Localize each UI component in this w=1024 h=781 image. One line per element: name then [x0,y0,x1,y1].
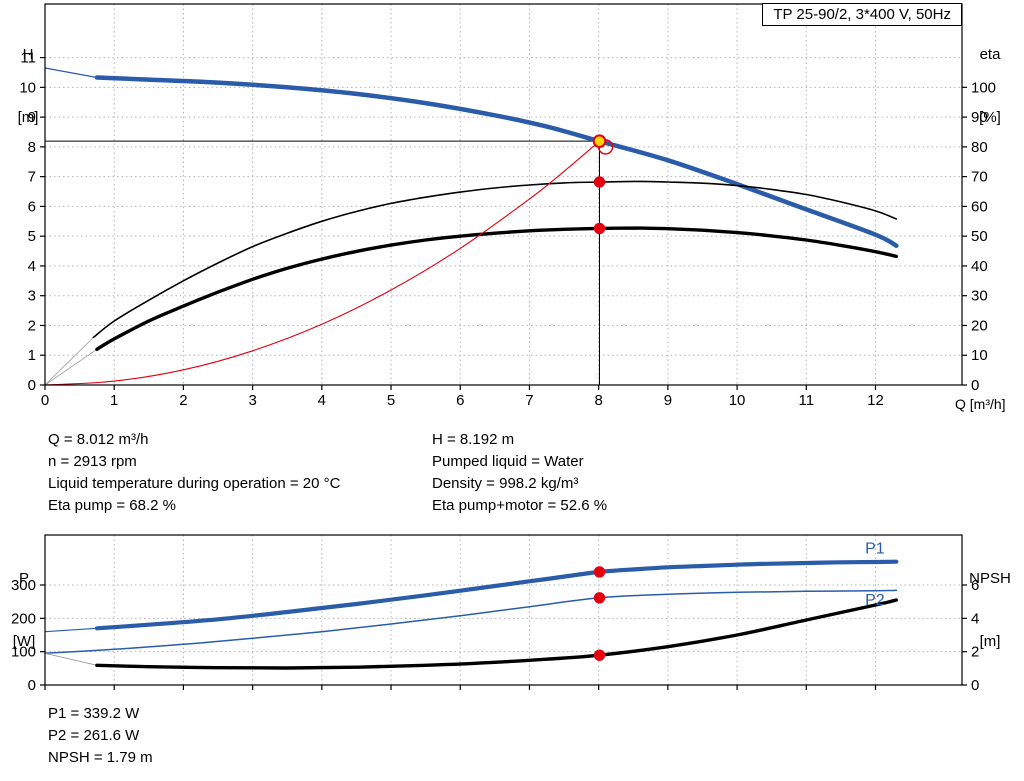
p2-label: P2 [865,592,885,609]
eta-axis-title: eta [%] [968,2,1012,170]
h-axis-unit: [m] [17,109,39,126]
tick-label: 4 [28,258,36,275]
p2-point [593,592,606,604]
tick-label: 8 [594,392,602,409]
tick-label: 7 [28,169,36,186]
eta-pump-point [593,176,606,188]
tick-label: 11 [20,50,36,67]
tick-label: 3 [28,288,36,305]
p2-curve [44,589,898,655]
npsh-point [593,649,606,661]
info-line: Eta pump = 68.2 % [48,497,176,514]
qh-curve [94,75,899,248]
tick-label: 200 [11,610,36,627]
tick-label: 20 [971,317,988,334]
tick-label: 6 [456,392,464,409]
eta-pump-lead [44,337,94,386]
h-axis-symbol: H [22,46,34,63]
tick-label: 4 [971,610,979,627]
info-line: H = 8.192 m [432,431,515,448]
tick-label: 5 [28,228,36,245]
power-npsh-chart[interactable]: P1 P2 0 100 200 300 0 2 4 6 [0,525,1024,700]
npsh-curve [95,598,898,670]
tick-label: 0 [28,677,36,694]
info-line: n = 2913 rpm [48,453,137,470]
info-line: Density = 998.2 kg/m³ [432,475,579,492]
power-info: P1 = 339.2 W P2 = 261.6 W NPSH = 1.79 m [48,703,153,769]
info-line: Eta pump+motor = 52.6 % [432,497,608,514]
p-axis-unit: [W] [12,633,36,650]
tick-label: 1 [28,347,36,364]
tick-label: 2 [971,644,979,661]
tick-label: 50 [971,228,988,245]
tick-label: 90 [971,109,988,126]
p1-point [593,566,606,578]
p1-curve [94,559,899,631]
npsh-curve-lead [44,652,98,666]
plot-frame [44,3,963,386]
tick-label: 8 [28,139,36,156]
pump-type-box: TP 25-90/2, 3*400 V, 50Hz [762,3,962,26]
p1-label: P1 [865,540,885,557]
tick-label: 300 [11,577,36,594]
eta-pump-motor-point [593,222,606,235]
tick-label: 6 [971,577,979,594]
tick-label: 10 [729,392,746,409]
tick-label: 100 [971,79,996,96]
npsh-axis-symbol: NPSH [969,570,1011,587]
tick-label: 5 [387,392,395,409]
tick-label: 3 [248,392,256,409]
npsh-axis-title: NPSH [m] [962,526,1018,694]
eta-pump-motor-lead [44,348,98,386]
tick-label: 12 [867,392,884,409]
tick-label: 10 [19,79,36,96]
tick-label: 80 [971,139,988,156]
duty-info-right: H = 8.192 m Pumped liquid = Water Density … [432,429,607,517]
info-line: P2 = 261.6 W [48,727,140,744]
info-line: Pumped liquid = Water [432,453,584,470]
tick-label: 60 [971,198,988,215]
eta-axis-symbol: eta [979,46,1001,63]
tick-label: 6 [28,198,36,215]
tick-label: 11 [798,392,814,409]
p-axis-title: P [W] [4,526,44,694]
info-line: Liquid temperature during operation = 20… [48,475,341,492]
eta-pump-motor-curve [95,226,898,351]
tick-label: 7 [525,392,533,409]
h-axis-title: H [m] [8,2,48,170]
info-line: NPSH = 1.79 m [48,749,153,766]
plot-frame [44,534,963,686]
eta-axis-unit: [%] [979,109,1001,126]
tick-label: 2 [28,317,36,334]
eta-pump-curve [92,180,898,339]
tick-label: 10 [971,347,988,364]
q-axis-title: Q [m³/h] [955,396,1006,412]
tick-label: 70 [971,169,988,186]
info-line: P1 = 339.2 W [48,705,140,722]
system-curve [44,140,601,386]
info-line: Q = 8.012 m³/h [48,431,149,448]
tick-label: 0 [41,392,49,409]
duty-point[interactable] [592,134,607,148]
tick-label: 0 [971,377,979,394]
tick-label: 9 [664,392,672,409]
tick-label: 40 [971,258,988,275]
tick-label: 1 [110,392,118,409]
tick-label: 2 [179,392,187,409]
tick-label: 0 [971,677,979,694]
duty-info-left: Q = 8.012 m³/h n = 2913 rpm Liquid tempera… [48,429,340,517]
p-axis-symbol: P [18,570,29,587]
npsh-axis-unit: [m] [979,633,1001,650]
tick-label: 30 [971,288,988,305]
qh-curve-lead [44,67,98,79]
tick-label: 9 [28,109,36,126]
tick-label: 4 [318,392,326,409]
tick-label: 0 [28,377,36,394]
tick-label: 100 [11,644,36,661]
p1-curve-lead [44,627,98,633]
